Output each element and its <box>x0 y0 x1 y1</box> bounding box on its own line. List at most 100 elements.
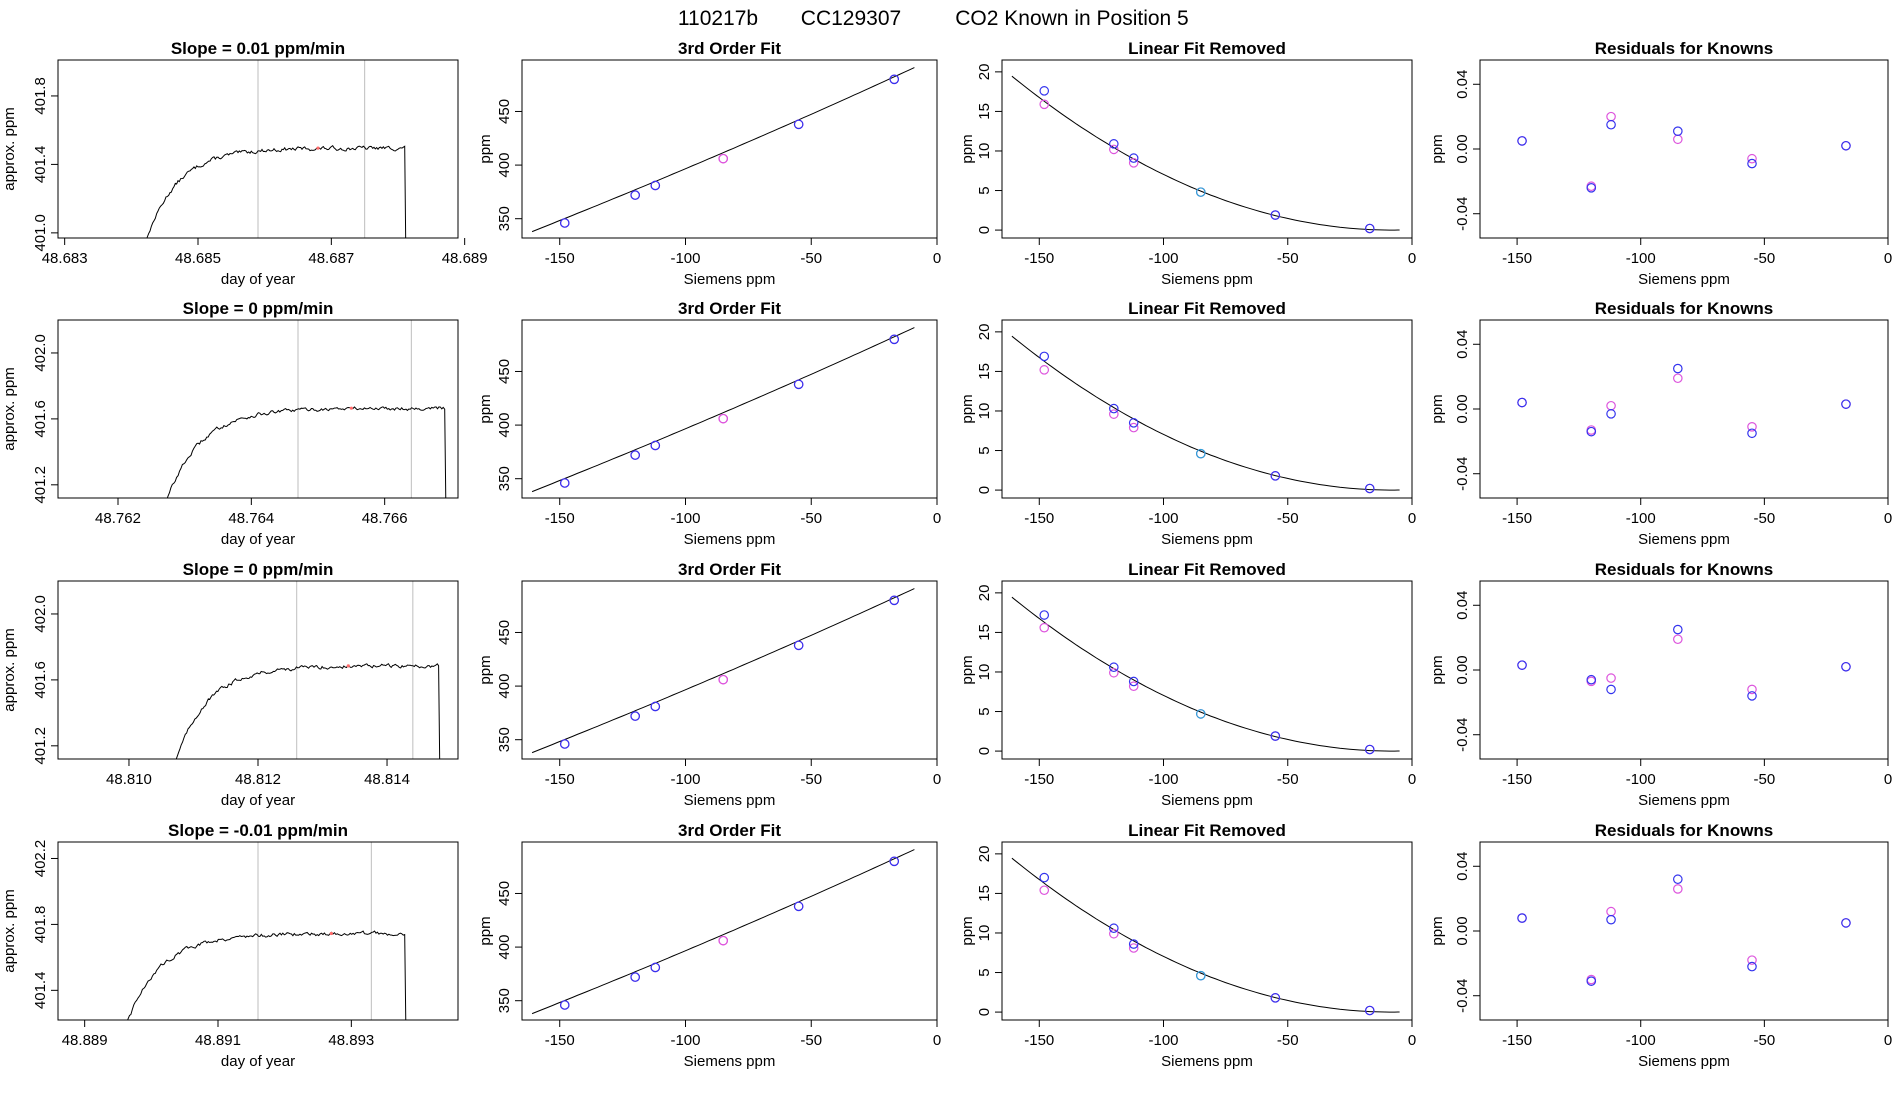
row3-linear-panel: -150 -100 -50 0 0 5 10 15 20 Linear Fit Removed Si… <box>959 560 1416 809</box>
resid-point-b <box>1606 400 1616 411</box>
fit-xtick-label: -50 <box>800 1032 822 1049</box>
resid-point-a <box>1673 874 1683 885</box>
fit-curve <box>531 327 915 493</box>
resid-frame <box>1479 580 1889 760</box>
linear-ylabel: ppm <box>959 916 976 945</box>
linear-ytick-label: 10 <box>976 664 993 681</box>
trace-xtick-label: 48.764 <box>228 510 274 527</box>
linear-ytick-label: 15 <box>976 363 993 380</box>
fit-curve <box>531 588 915 754</box>
fit-title: 3rd Order Fit <box>678 299 781 318</box>
panel-grid: 48.683 48.685 48.687 48.689 401.0 401.4 401.8 S… <box>1 39 1892 1070</box>
linear-xtick-label: -50 <box>1277 771 1299 788</box>
trace-ylabel: approx. ppm <box>1 107 18 190</box>
resid-xtick-label: -100 <box>1626 510 1656 527</box>
row2-resid-panel: -150 -100 -50 0 -0.04 0.00 0.04 Residuals for K… <box>1429 299 1892 548</box>
trace-frame <box>57 580 459 760</box>
resid-frame <box>1479 319 1889 499</box>
resid-xtick-label: -50 <box>1754 771 1776 788</box>
linear-curve <box>1011 857 1400 1013</box>
fit-ytick-label: 450 <box>496 359 513 384</box>
trace-marker <box>329 931 333 936</box>
trace-ylabel: approx. ppm <box>1 628 18 711</box>
trace-xlabel: day of year <box>221 792 295 809</box>
fit-xtick-label: -100 <box>670 1032 700 1049</box>
resid-point-b <box>1673 884 1683 894</box>
linear-point-b <box>1039 622 1050 633</box>
linear-point-b <box>1109 409 1119 419</box>
resid-point-a <box>1517 136 1527 146</box>
linear-ylabel: ppm <box>959 134 976 163</box>
linear-xlabel: Siemens ppm <box>1161 271 1253 288</box>
resid-xtick-label: 0 <box>1884 250 1892 267</box>
linear-point-a <box>1270 993 1281 1003</box>
fit-point-a <box>650 701 661 712</box>
resid-point-b <box>1673 373 1683 384</box>
resid-ytick-label: 0.04 <box>1454 852 1471 881</box>
fit-point-a <box>630 972 640 982</box>
resid-ytick-label: 0.00 <box>1454 134 1471 163</box>
linear-point-b <box>1039 885 1050 896</box>
linear-ytick-label: 20 <box>976 324 993 341</box>
linear-ytick-label: 0 <box>976 226 993 234</box>
fit-xtick-label: -50 <box>800 250 822 267</box>
trace-xtick-label: 48.762 <box>95 510 141 527</box>
linear-xtick-label: 0 <box>1408 510 1416 527</box>
trace-xtick-label: 48.689 <box>442 250 488 267</box>
row2-fit-panel: -150 -100 -50 0 350 400 450 3rd Order Fit Siemen… <box>477 299 941 548</box>
linear-point-a <box>1039 872 1050 883</box>
row2-linear-panel: -150 -100 -50 0 0 5 10 15 20 Linear Fit Removed Si… <box>959 299 1416 548</box>
fit-xlabel: Siemens ppm <box>684 792 776 809</box>
linear-xlabel: Siemens ppm <box>1161 1053 1253 1070</box>
resid-title: Residuals for Knowns <box>1595 560 1774 579</box>
linear-point-a <box>1364 223 1375 234</box>
linear-ytick-label: 5 <box>976 186 993 194</box>
linear-point-a <box>1128 418 1139 428</box>
linear-xtick-label: -100 <box>1148 1032 1178 1049</box>
resid-xtick-label: -150 <box>1502 771 1532 788</box>
fit-title: 3rd Order Fit <box>678 821 781 840</box>
linear-frame <box>1001 319 1413 499</box>
linear-point-b <box>1109 144 1119 155</box>
trace-frame <box>57 319 459 499</box>
resid-point-a <box>1673 126 1683 136</box>
resid-point-a <box>1841 399 1851 409</box>
resid-point-b <box>1606 111 1616 122</box>
row1-resid-panel: -150 -100 -50 0 -0.04 0.00 0.04 Residuals for K… <box>1429 39 1892 288</box>
resid-ylabel: ppm <box>1429 655 1446 684</box>
resid-point-b <box>1606 673 1616 683</box>
fit-point-a <box>630 450 640 460</box>
fit-point-a <box>650 180 661 191</box>
trace-xlabel: day of year <box>221 271 295 288</box>
resid-xtick-label: 0 <box>1884 771 1892 788</box>
linear-point-a <box>1109 403 1119 414</box>
resid-point-b <box>1673 634 1683 645</box>
resid-ytick-label: 0.04 <box>1454 70 1471 99</box>
trace-ytick-label: 401.8 <box>32 906 49 944</box>
trace-xtick-label: 48.891 <box>195 1032 241 1049</box>
resid-point-a <box>1606 914 1616 925</box>
linear-xtick-label: -150 <box>1024 250 1054 267</box>
linear-point-a <box>1128 676 1139 687</box>
fit-frame <box>521 841 938 1021</box>
linear-xtick-label: -150 <box>1024 771 1054 788</box>
fit-xtick-label: 0 <box>933 1032 941 1049</box>
trace-ytick-label: 401.2 <box>32 466 49 504</box>
linear-point-a <box>1364 1005 1375 1016</box>
linear-xtick-label: -100 <box>1148 771 1178 788</box>
fit-ytick-label: 450 <box>496 620 513 645</box>
fit-ytick-label: 350 <box>496 988 513 1013</box>
resid-xtick-label: -150 <box>1502 1032 1532 1049</box>
fit-point-a <box>650 440 661 451</box>
fit-frame <box>521 59 938 239</box>
fit-point-a <box>793 379 804 390</box>
figure-title-tank-id: CC129307 <box>801 7 901 30</box>
linear-point-a <box>1195 709 1206 719</box>
trace-ytick-label: 401.2 <box>32 727 49 765</box>
linear-point-a <box>1195 187 1206 197</box>
fit-xtick-label: 0 <box>933 771 941 788</box>
linear-point-b <box>1039 365 1050 375</box>
row2-trace-panel: 48.762 48.764 48.766 401.2 401.6 402.0 Slope =… <box>1 299 459 548</box>
trace-ytick-label: 402.0 <box>32 334 49 372</box>
linear-point-a <box>1128 153 1139 163</box>
